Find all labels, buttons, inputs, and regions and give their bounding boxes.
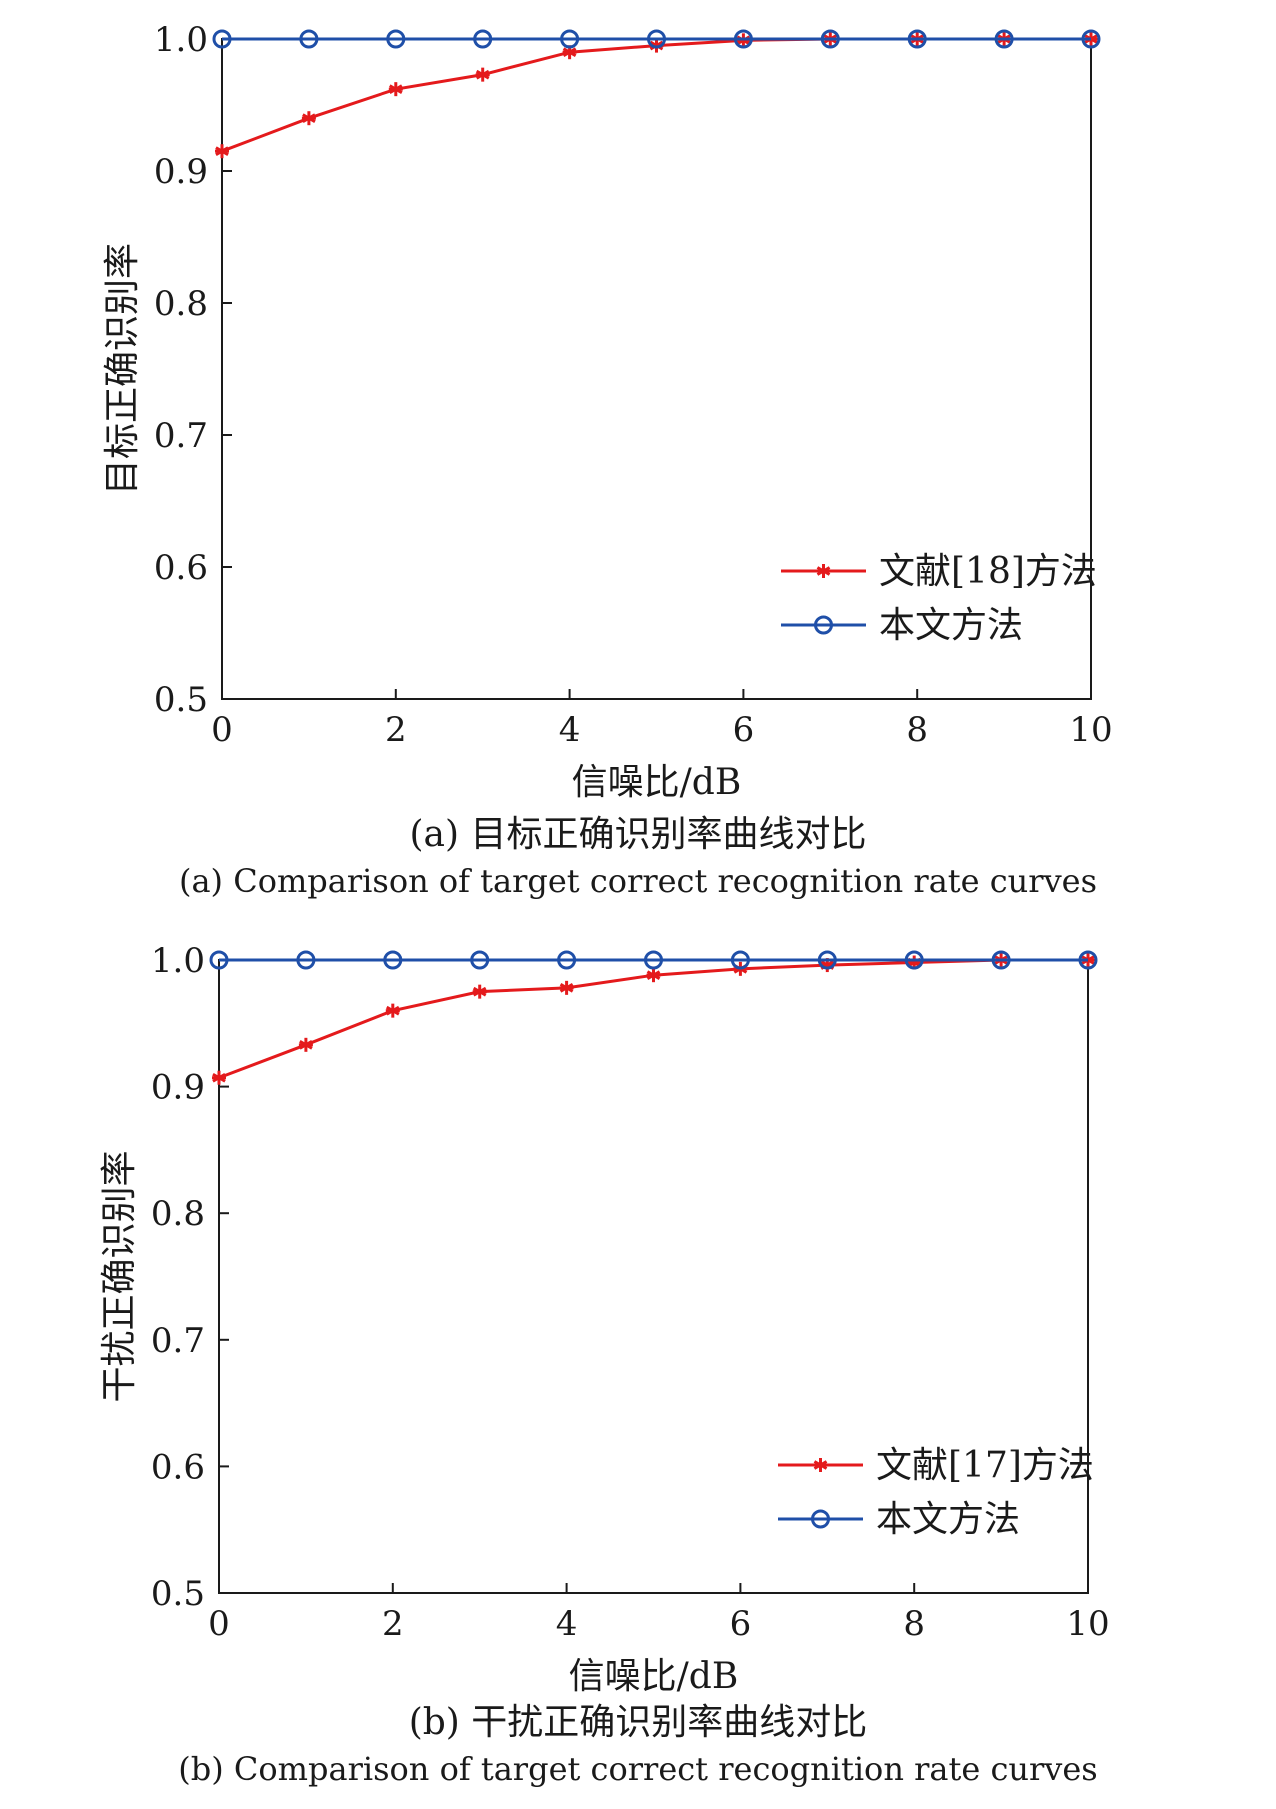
data-point xyxy=(733,29,753,49)
data-point xyxy=(647,29,666,49)
data-point xyxy=(298,1037,313,1052)
x-tick-label: 6 xyxy=(733,710,755,750)
legend-entry: 本文方法 xyxy=(781,605,1023,646)
x-tick-label: 8 xyxy=(906,710,928,750)
data-point xyxy=(473,29,493,49)
x-tick-label: 4 xyxy=(559,710,581,750)
legend-marker xyxy=(814,615,833,635)
series-red xyxy=(212,953,1095,1085)
caption-a-zh: (a) 目标正确识别率曲线对比 xyxy=(409,814,867,855)
y-tick-label: 0.8 xyxy=(154,284,208,324)
y-tick-label: 0.6 xyxy=(154,548,208,588)
chart-b: 0.5 0.6 0.7 0.8 0.9 1.0 0 2 4 6 8 10 信噪比/dB 干扰正确识别率文献… xyxy=(99,941,1110,1697)
data-point xyxy=(299,29,319,49)
x-tick-label: 8 xyxy=(903,1604,925,1644)
series-line xyxy=(221,37,1091,153)
data-point xyxy=(560,29,580,49)
data-point xyxy=(1078,950,1098,970)
x-axis-label: 信噪比/dB xyxy=(572,762,742,803)
plot-frame xyxy=(221,38,1092,700)
y-tick-label: 0.9 xyxy=(151,1068,205,1108)
legend-label: 本文方法 xyxy=(879,605,1023,646)
data-point xyxy=(209,950,229,970)
data-point xyxy=(994,29,1014,49)
data-point xyxy=(991,950,1011,970)
caption-b-en: (b) Comparison of target correct recogni… xyxy=(178,1750,1098,1788)
x-tick-label: 6 xyxy=(730,1604,752,1644)
data-point xyxy=(646,968,661,983)
data-point xyxy=(475,67,490,82)
legend-marker xyxy=(816,564,831,578)
legend-label: 本文方法 xyxy=(876,1499,1020,1540)
y-tick-label: 0.9 xyxy=(154,152,208,192)
data-point xyxy=(212,29,232,49)
legend-label: 文献[18]方法 xyxy=(879,551,1097,592)
data-point xyxy=(296,950,316,970)
legend-marker xyxy=(811,1509,830,1529)
y-tick-label: 0.7 xyxy=(154,416,208,456)
series-blue xyxy=(212,29,1101,49)
caption-b-zh: (b) 干扰正确识别率曲线对比 xyxy=(408,1702,868,1743)
data-point xyxy=(1081,29,1101,49)
series-blue xyxy=(209,950,1098,970)
data-point xyxy=(215,144,229,159)
y-axis-label: 目标正确识别率 xyxy=(102,243,143,495)
figure-b: 0.5 0.6 0.7 0.8 0.9 1.0 0 2 4 6 8 10 信噪比/dB 干扰正确识别率文献… xyxy=(0,915,1276,1809)
legend-label: 文献[17]方法 xyxy=(876,1445,1094,1486)
x-tick-label: 10 xyxy=(1066,1604,1109,1644)
x-tick-label: 0 xyxy=(211,710,233,750)
series-red xyxy=(215,32,1098,159)
data-point xyxy=(385,1003,400,1018)
x-tick-label: 2 xyxy=(382,1604,404,1644)
y-tick-label: 0.8 xyxy=(151,1194,205,1234)
data-point xyxy=(388,82,403,97)
data-point xyxy=(730,950,750,970)
data-point xyxy=(559,980,574,995)
x-tick-label: 0 xyxy=(208,1604,230,1644)
data-point xyxy=(212,1070,226,1085)
y-tick-label: 0.5 xyxy=(151,1574,205,1614)
x-tick-label: 10 xyxy=(1069,710,1112,750)
x-tick-label: 4 xyxy=(556,1604,578,1644)
legend-entry: 文献[18]方法 xyxy=(781,551,1097,592)
y-tick-label: 0.7 xyxy=(151,1321,205,1361)
data-point xyxy=(386,29,406,49)
data-point xyxy=(904,950,924,970)
x-tick-label: 2 xyxy=(385,710,407,750)
data-point xyxy=(820,29,840,49)
y-tick-label: 0.5 xyxy=(154,680,208,720)
chart-a: 0.5 0.6 0.7 0.8 0.9 1.0 0 2 4 6 8 10 信噪比/dB 目标正确识别率文献… xyxy=(102,20,1113,803)
figure-a: 0.5 0.6 0.7 0.8 0.9 1.0 0 2 4 6 8 10 信噪比/dB 目标正确识别率文献… xyxy=(102,20,1113,900)
y-tick-label: 1.0 xyxy=(154,20,208,60)
data-point xyxy=(301,111,316,126)
x-axis-label: 信噪比/dB xyxy=(569,1656,739,1697)
data-point xyxy=(470,950,490,970)
data-point xyxy=(383,950,403,970)
data-point xyxy=(907,29,927,49)
data-point xyxy=(472,984,487,999)
legend-entry: 文献[17]方法 xyxy=(778,1445,1094,1486)
caption-a-en: (a) Comparison of target correct recogni… xyxy=(178,862,1097,900)
data-point xyxy=(644,950,663,970)
legend-entry: 本文方法 xyxy=(778,1499,1020,1540)
data-point xyxy=(817,950,837,970)
y-axis-label: 干扰正确识别率 xyxy=(99,1150,140,1402)
data-point xyxy=(557,950,577,970)
y-tick-label: 1.0 xyxy=(151,941,205,981)
legend-marker xyxy=(813,1458,828,1472)
y-tick-label: 0.6 xyxy=(151,1447,205,1487)
